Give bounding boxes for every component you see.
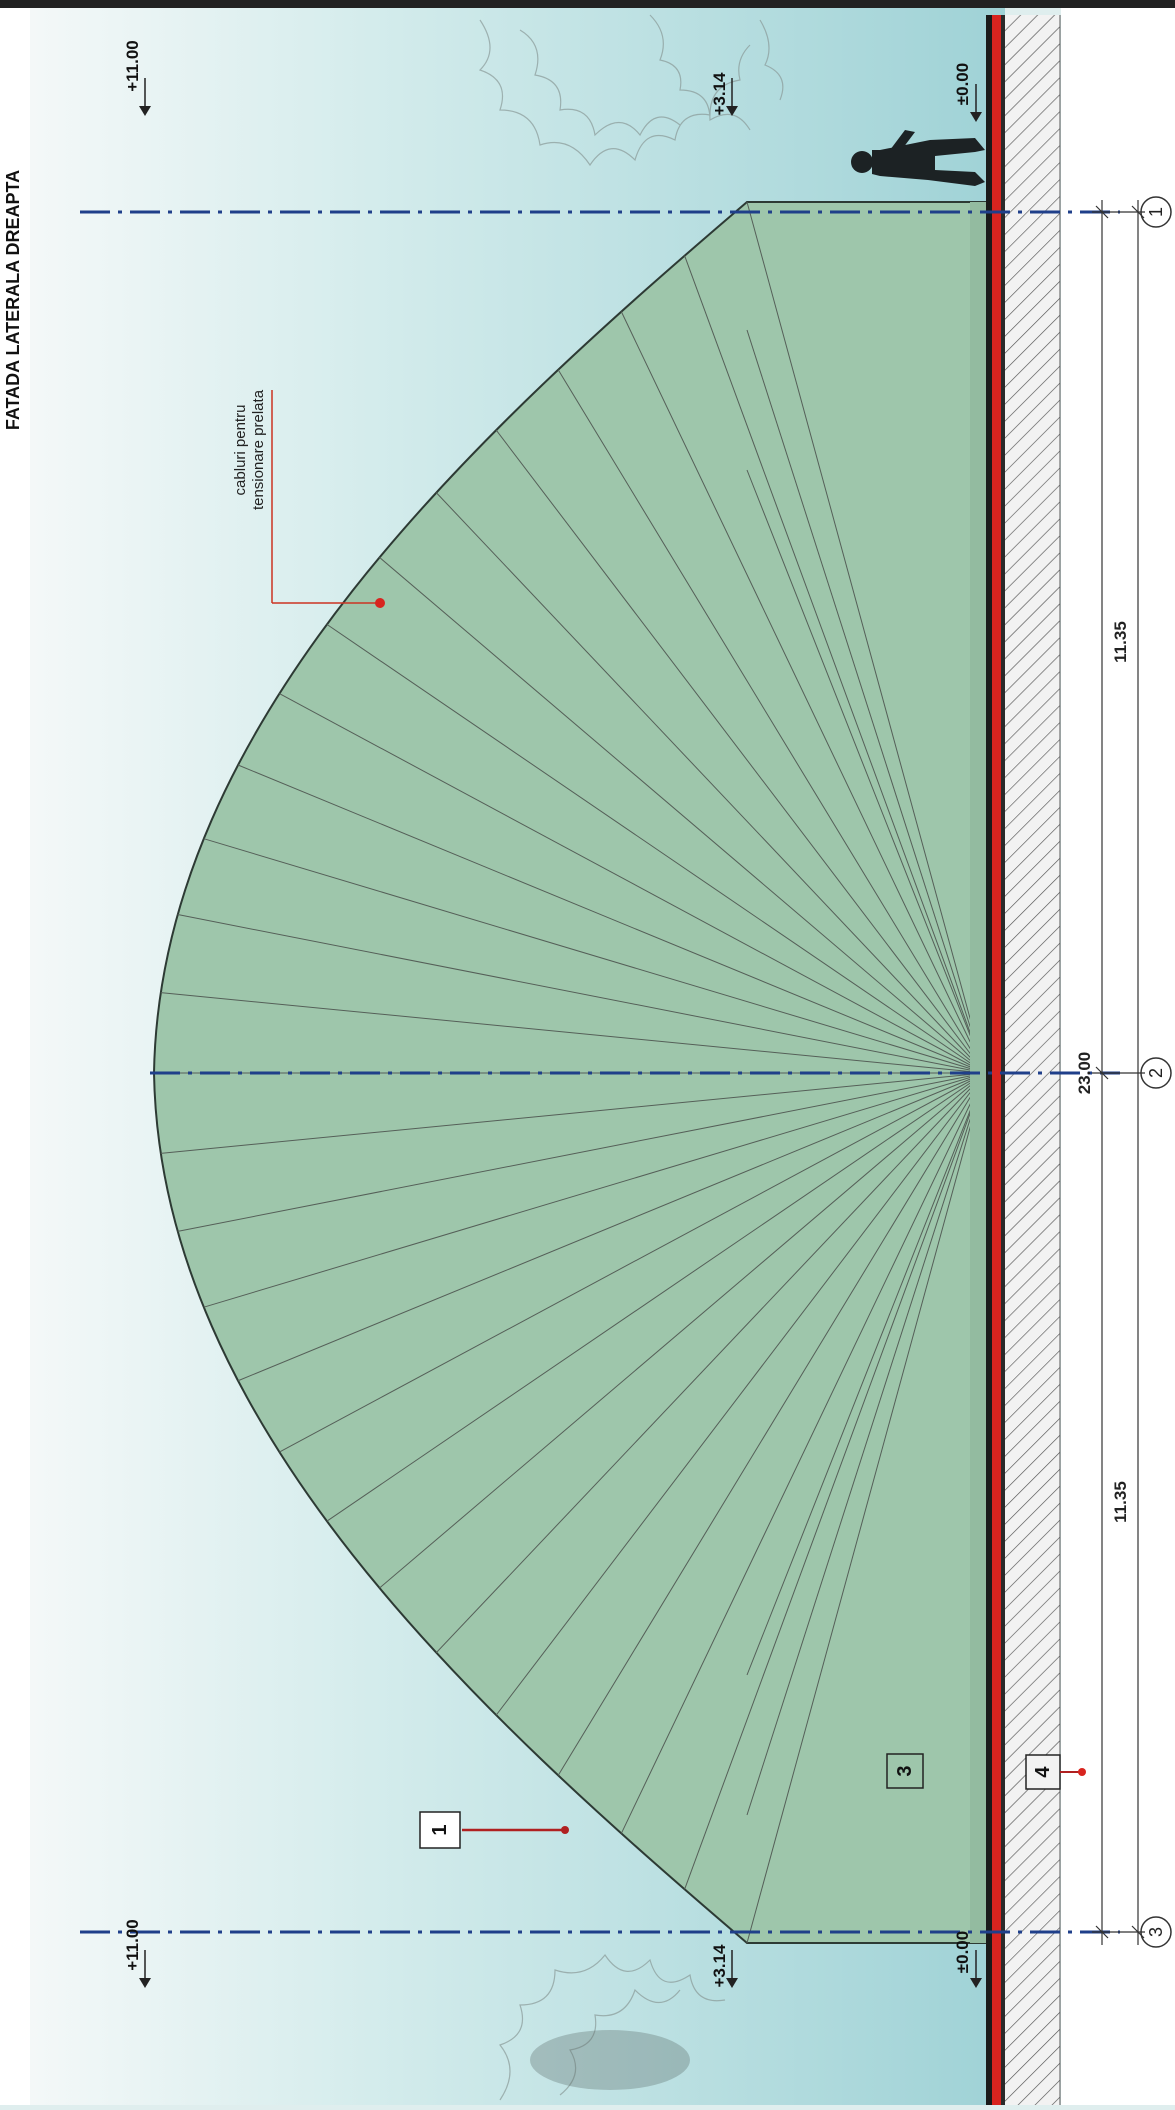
tension-cable-line	[495, 1072, 986, 1716]
tree-outline-top	[478, 14, 784, 167]
tension-cable-line	[203, 1072, 986, 1308]
svg-text:1: 1	[429, 1824, 451, 1835]
tree-shadow	[530, 2030, 690, 2090]
dim-right-span: 11.35	[1111, 621, 1130, 663]
tension-cable-line	[746, 201, 986, 1074]
tension-cable-line	[684, 255, 986, 1074]
dim-total: 23.00	[1075, 1052, 1094, 1095]
drawing-title: FATADA LATERALA DREAPTA	[3, 170, 23, 430]
dimension-lines	[1092, 200, 1145, 1945]
ground-hatch	[1005, 15, 1060, 2105]
person-silhouette	[851, 130, 985, 186]
svg-text:2: 2	[1146, 1068, 1166, 1078]
right-margin	[1061, 8, 1175, 2105]
ground-line-black	[986, 15, 992, 2105]
top-band	[0, 0, 1175, 8]
tension-cable-line	[435, 492, 986, 1074]
svg-text:3: 3	[894, 1765, 916, 1776]
tension-cable-line	[620, 1072, 986, 1834]
svg-text:+3.14: +3.14	[710, 72, 729, 116]
tag-4: 4	[1025, 1754, 1086, 1790]
tension-cable-line	[160, 992, 986, 1074]
cable-annotation: cabluri pentru tensionare prelata	[232, 389, 385, 608]
svg-text:+11.00: +11.00	[123, 1919, 142, 1971]
axis-lines	[80, 210, 1120, 1934]
tension-cable-line	[684, 1072, 986, 1890]
tension-cable-line	[177, 914, 986, 1074]
axis-bubble-3: 3	[1140, 1916, 1172, 1948]
tension-cable-line	[379, 557, 986, 1074]
tension-cable-line	[746, 329, 986, 1074]
svg-text:3: 3	[1146, 1927, 1166, 1937]
svg-text:1: 1	[1146, 207, 1166, 217]
tension-cable-line	[279, 1072, 986, 1453]
level-marker-top-right: +11.00	[123, 40, 151, 116]
tension-cable-line	[237, 764, 986, 1074]
ground-line-red	[992, 15, 1001, 2105]
tension-cable-line	[177, 1072, 986, 1232]
tension-cable-line	[746, 469, 986, 1074]
annotation-line1: cabluri pentru	[232, 405, 249, 496]
level-marker-eave-left: +3.14	[710, 1944, 738, 1988]
tension-cable-line	[495, 429, 986, 1074]
tree-outline-bottom	[498, 1953, 726, 2101]
annotation-line2: tensionare prelata	[250, 389, 267, 510]
axis-bubble-2: 2	[1140, 1057, 1172, 1089]
page-margin	[0, 0, 30, 2105]
axis-bubble-1: 1	[1140, 196, 1172, 228]
tension-cable-line	[557, 1072, 986, 1776]
tension-cable-line	[326, 623, 986, 1074]
tension-cable-line	[237, 1072, 986, 1382]
tension-cable-line	[746, 1072, 986, 1944]
level-marker-ground-right: ±0.00	[953, 63, 982, 122]
tension-cables	[154, 201, 986, 1944]
svg-text:±0.00: ±0.00	[953, 1931, 972, 1973]
tension-cable-line	[435, 1072, 986, 1654]
level-marker-top-left: +11.00	[123, 1919, 151, 1988]
dim-left-span: 11.35	[1111, 1481, 1130, 1523]
svg-text:+3.14: +3.14	[710, 1944, 729, 1988]
tension-cable-line	[379, 1072, 986, 1589]
level-marker-ground-left: ±0.00	[953, 1931, 982, 1988]
svg-text:+11.00: +11.00	[123, 40, 142, 92]
tension-cable-line	[746, 1072, 986, 1676]
tension-cable-line	[203, 838, 986, 1074]
tension-cable-line	[557, 369, 986, 1074]
tension-cable-line	[746, 1072, 986, 1816]
svg-text:±0.00: ±0.00	[953, 63, 972, 105]
level-marker-eave-right: +3.14	[710, 72, 738, 116]
svg-text:4: 4	[1032, 1766, 1054, 1778]
tension-cable-line	[326, 1072, 986, 1522]
tag-3: 3	[886, 1753, 924, 1789]
ground-line-dark	[1001, 15, 1005, 2105]
tag-1: 1	[419, 1811, 569, 1849]
tension-cable-line	[620, 311, 986, 1074]
tension-cable-line	[160, 1072, 986, 1154]
tension-cable-line	[279, 693, 986, 1074]
